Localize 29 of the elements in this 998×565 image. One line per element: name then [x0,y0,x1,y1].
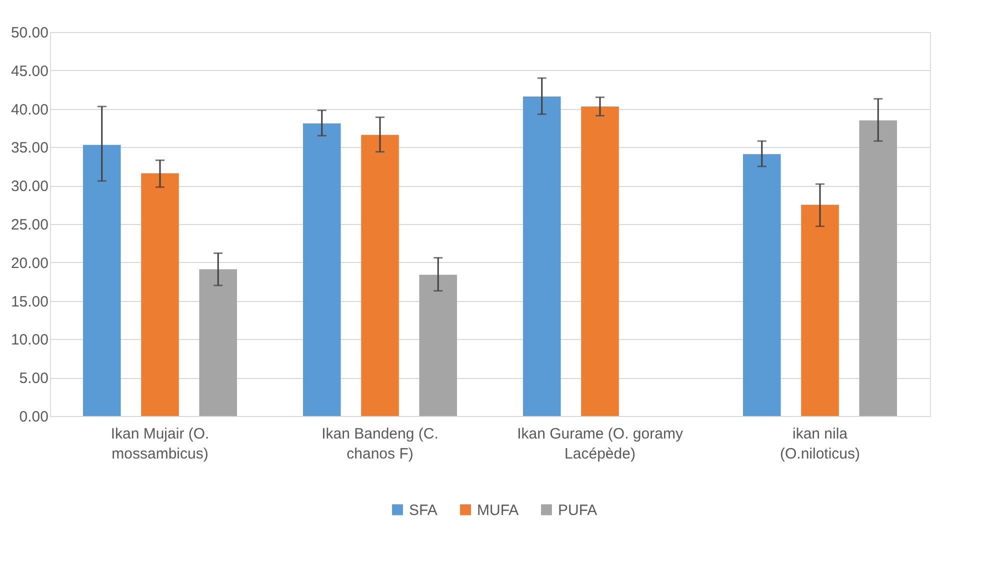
y-tick-label: 10.00 [10,332,48,349]
y-tick-label: 35.00 [10,140,48,157]
bar [801,204,839,416]
bar [141,173,179,416]
legend-label: SFA [409,502,438,519]
x-tick-label: Ikan Bandeng (C. chanos F) [322,426,438,462]
legend-label: MUFA [477,502,519,519]
bar [419,274,457,416]
y-tick-label: 0.00 [19,408,48,426]
x-tick-label: ikan nila (O.niloticus) [780,426,860,462]
bar [523,96,561,416]
bar [83,144,121,416]
y-tick-label: 30.00 [10,178,48,196]
x-tick-label: Ikan Gurame (O. goramy Lacépède) [517,426,684,462]
y-tick-label: 45.00 [10,62,48,80]
bar [199,269,237,416]
legend-label: PUFA [558,502,598,519]
y-tick-label: 25.00 [10,216,48,234]
y-tick-label: 20.00 [10,254,48,272]
x-tick-label: Ikan Mujair (O. mossambicus) [110,426,210,462]
y-tick-label: 50.00 [10,24,48,42]
bar [859,120,897,416]
bar [361,134,399,416]
y-tick-label: 15.00 [10,293,48,310]
bar [581,106,619,416]
y-tick-label: 40.00 [10,101,48,118]
bar [303,123,341,416]
bar [743,154,781,416]
y-tick-label: 5.00 [19,370,48,388]
